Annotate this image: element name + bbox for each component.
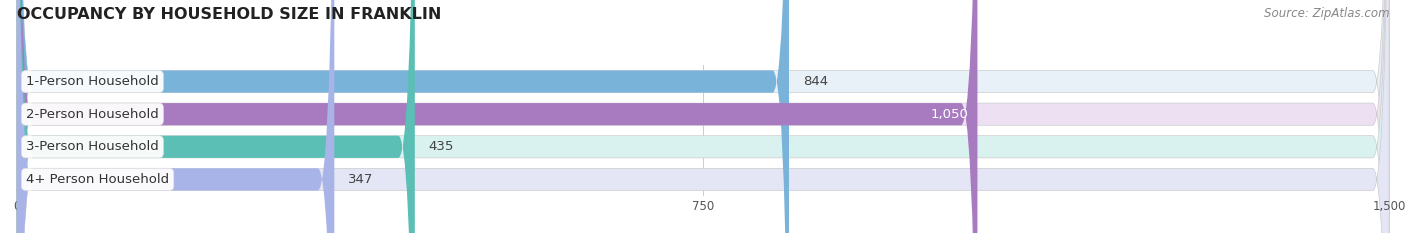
Text: OCCUPANCY BY HOUSEHOLD SIZE IN FRANKLIN: OCCUPANCY BY HOUSEHOLD SIZE IN FRANKLIN [17,7,441,22]
Text: Source: ZipAtlas.com: Source: ZipAtlas.com [1264,7,1389,20]
Text: 347: 347 [349,173,374,186]
Text: 1,050: 1,050 [931,108,969,121]
FancyBboxPatch shape [17,0,335,233]
FancyBboxPatch shape [17,0,977,233]
Text: 3-Person Household: 3-Person Household [27,140,159,153]
Text: 435: 435 [429,140,454,153]
FancyBboxPatch shape [17,0,1389,233]
Text: 844: 844 [803,75,828,88]
FancyBboxPatch shape [17,0,1389,233]
FancyBboxPatch shape [17,0,415,233]
Text: 4+ Person Household: 4+ Person Household [27,173,169,186]
FancyBboxPatch shape [17,0,789,233]
Text: 1-Person Household: 1-Person Household [27,75,159,88]
FancyBboxPatch shape [17,0,1389,233]
Text: 2-Person Household: 2-Person Household [27,108,159,121]
FancyBboxPatch shape [17,0,1389,233]
